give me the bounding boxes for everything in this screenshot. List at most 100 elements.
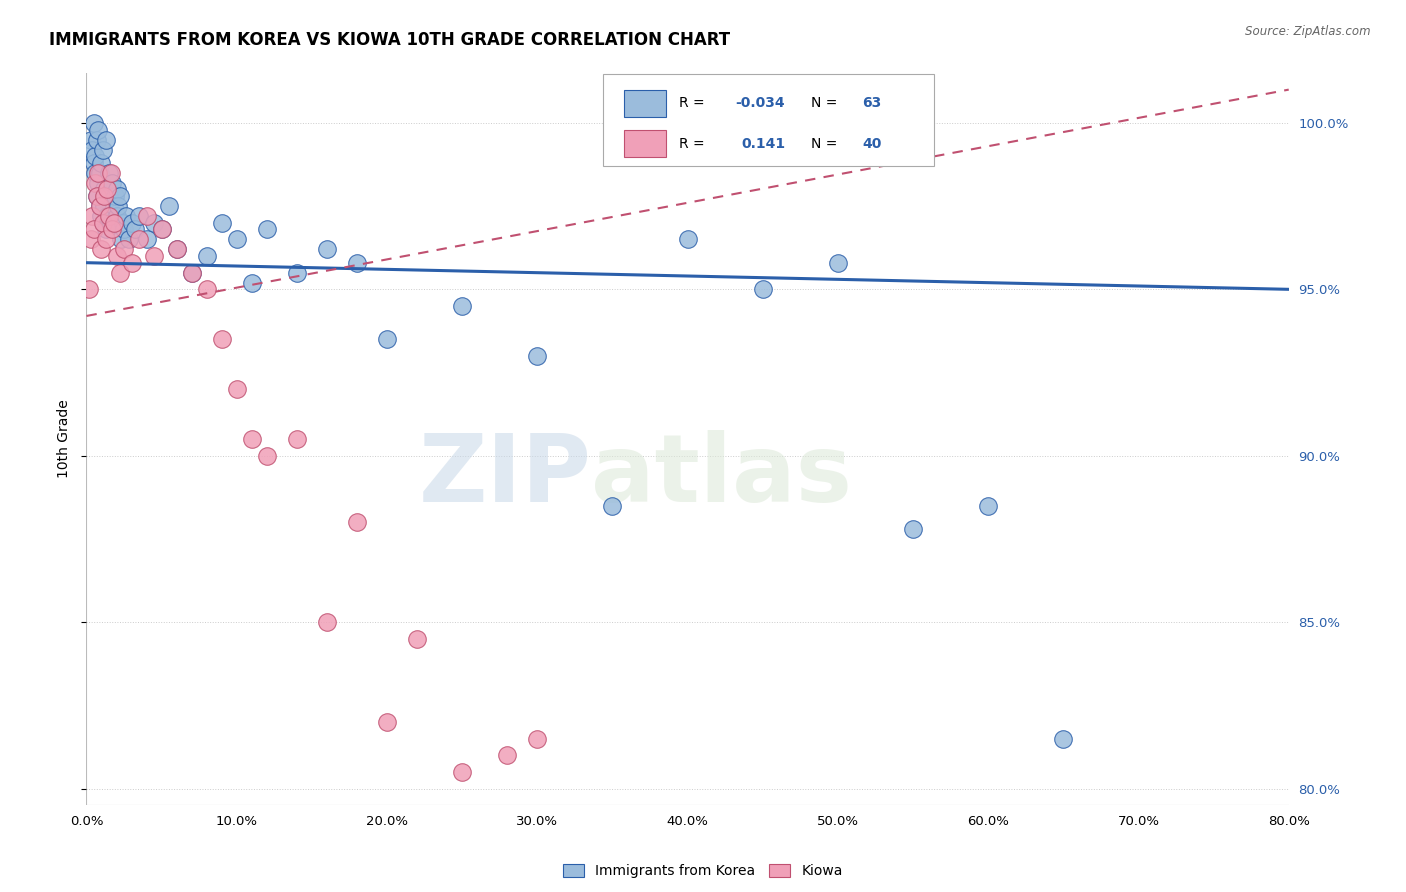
Point (84, 149, 107, 163)
Point (112, 222, 135, 236)
FancyBboxPatch shape (603, 74, 934, 166)
Text: R =: R = (679, 96, 704, 111)
Point (901, 522, 924, 536)
Point (86, 189, 108, 203)
Point (180, 266, 202, 280)
Point (89, 166, 111, 180)
Point (406, 632, 429, 646)
Point (101, 222, 124, 236)
Point (87, 166, 110, 180)
Point (84, 176, 107, 190)
Point (124, 222, 146, 236)
Point (101, 176, 124, 190)
Point (346, 256, 368, 270)
Point (451, 299, 474, 313)
Point (96, 182, 118, 196)
Point (98, 209, 121, 223)
FancyBboxPatch shape (624, 90, 666, 117)
Point (225, 232, 247, 246)
Point (346, 516, 368, 530)
Point (82, 143, 104, 157)
Point (827, 256, 849, 270)
Point (83, 116, 105, 130)
Point (90, 209, 112, 223)
Point (143, 249, 166, 263)
Point (91, 143, 114, 157)
Point (79, 282, 101, 296)
Point (94, 132, 117, 146)
Point (375, 714, 398, 729)
Point (94, 232, 117, 246)
Point (180, 266, 202, 280)
Point (90, 156, 112, 170)
Point (103, 216, 125, 230)
Point (83, 156, 105, 170)
Text: Source: ZipAtlas.com: Source: ZipAtlas.com (1246, 25, 1371, 38)
Point (316, 615, 339, 629)
Point (93, 189, 115, 203)
Point (1052, 731, 1074, 746)
Text: -0.034: -0.034 (735, 96, 786, 111)
Point (82, 209, 104, 223)
Point (107, 199, 129, 213)
Y-axis label: 10th Grade: 10th Grade (58, 400, 72, 478)
Point (83, 222, 105, 236)
Point (150, 222, 173, 236)
Point (751, 282, 773, 296)
Point (87, 122, 110, 136)
Point (105, 249, 128, 263)
Point (150, 222, 173, 236)
Point (111, 216, 134, 230)
Point (91, 216, 114, 230)
Point (98, 189, 121, 203)
Point (157, 199, 180, 213)
Point (121, 256, 143, 270)
Point (103, 199, 125, 213)
Point (211, 332, 233, 346)
Point (110, 232, 132, 246)
Point (89, 199, 111, 213)
Point (225, 382, 247, 396)
Point (128, 209, 150, 223)
Text: N =: N = (811, 136, 838, 151)
Point (96, 209, 118, 223)
Point (87, 176, 110, 190)
Point (94, 222, 117, 236)
Point (676, 232, 699, 246)
Point (977, 499, 1000, 513)
Point (121, 216, 143, 230)
Point (91, 216, 114, 230)
Text: atlas: atlas (592, 430, 852, 522)
Point (86, 189, 108, 203)
Point (451, 764, 474, 779)
Text: 0.141: 0.141 (742, 136, 786, 151)
Point (100, 216, 122, 230)
Text: N =: N = (811, 96, 838, 111)
Point (105, 182, 128, 196)
Point (89, 199, 111, 213)
Point (195, 249, 218, 263)
Point (375, 332, 398, 346)
Text: 40: 40 (862, 136, 882, 151)
Point (93, 182, 115, 196)
Point (84, 166, 107, 180)
Point (211, 216, 233, 230)
Point (240, 276, 263, 290)
Point (316, 243, 339, 257)
Point (166, 243, 188, 257)
Point (496, 748, 519, 763)
Point (93, 199, 115, 213)
Point (526, 731, 548, 746)
Point (108, 266, 131, 280)
Point (135, 232, 157, 246)
Legend: Immigrants from Korea, Kiowa: Immigrants from Korea, Kiowa (557, 857, 849, 885)
Point (128, 232, 150, 246)
Point (112, 243, 135, 257)
FancyBboxPatch shape (624, 130, 666, 157)
Point (86, 132, 108, 146)
Point (105, 209, 128, 223)
Point (195, 282, 218, 296)
Point (166, 243, 188, 257)
Point (100, 166, 122, 180)
Point (240, 432, 263, 446)
